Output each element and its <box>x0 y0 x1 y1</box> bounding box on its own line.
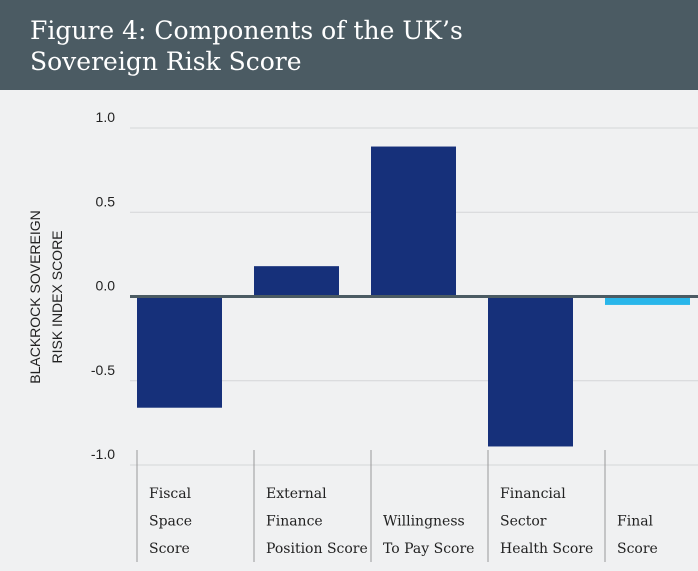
x-tick-label: Final Score <box>617 514 658 558</box>
y-axis-label: BLACKROCK SOVEREIGN RISK INDEX SCORE <box>27 210 65 384</box>
y-tick-label: 0.5 <box>96 193 116 209</box>
x-tick-label: Fiscal Space Score <box>149 486 192 557</box>
bar <box>137 296 222 408</box>
y-tick-label: 0.0 <box>96 278 116 294</box>
chart-title: Figure 4: Components of the UK’s Sovereig… <box>30 16 463 76</box>
bar <box>605 296 690 305</box>
y-tick-label: 1.0 <box>96 109 116 125</box>
y-tick-label: -0.5 <box>91 362 115 378</box>
x-tick-label: External Finance Position Score <box>266 486 368 557</box>
y-tick-label: -1.0 <box>91 446 115 462</box>
x-tick-label: Financial Sector Health Score <box>500 486 593 557</box>
x-tick-label: Willingness To Pay Score <box>383 514 474 558</box>
bar <box>371 146 456 297</box>
bar <box>254 266 339 297</box>
header-band <box>0 0 698 90</box>
bar <box>488 296 573 447</box>
